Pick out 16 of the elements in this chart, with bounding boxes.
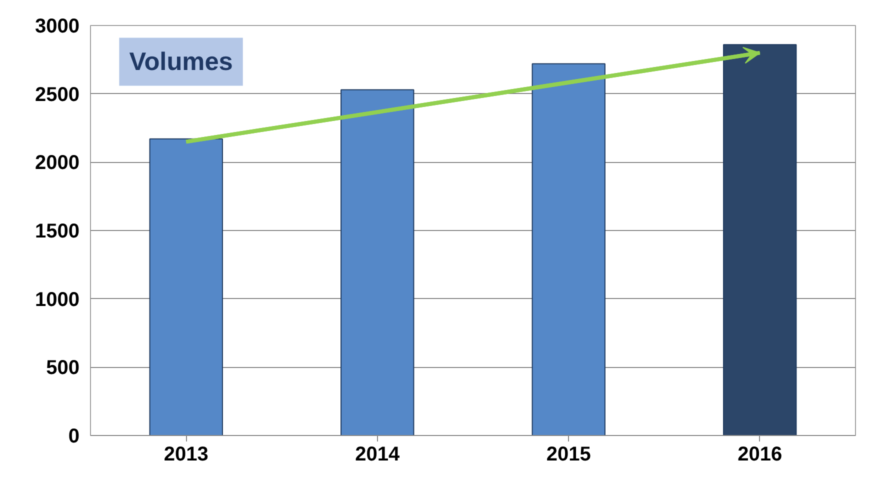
y-tick-label: 1000: [35, 288, 80, 311]
x-tick-label: 2013: [164, 444, 208, 466]
y-tick-label: 0: [68, 426, 80, 448]
bar: [340, 89, 414, 436]
y-tick-label: 2500: [35, 84, 80, 106]
x-tick-label: 2015: [546, 444, 591, 466]
y-tick-label: 500: [46, 357, 80, 380]
x-tick-label: 2014: [355, 444, 400, 466]
bar: [149, 138, 223, 436]
y-tick-label: 1500: [35, 220, 80, 242]
y-tick-label: 3000: [35, 16, 80, 38]
x-tick-label: 2016: [738, 444, 782, 466]
y-tick-label: 2000: [35, 152, 80, 174]
bar: [532, 63, 606, 436]
text: Volumes: [129, 48, 233, 76]
bar: [723, 44, 797, 436]
